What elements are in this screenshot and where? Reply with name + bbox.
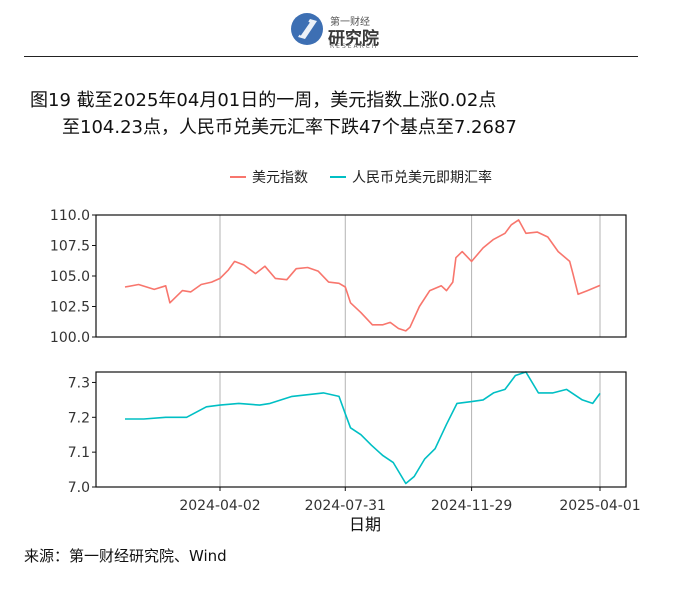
- y-tick-label: 110.0: [50, 208, 90, 224]
- y-tick-label: 105.0: [50, 269, 90, 285]
- y-tick-label: 7.0: [68, 480, 90, 496]
- header-divider: [24, 56, 638, 57]
- legend: 美元指数 人民币兑美元即期汇率: [230, 169, 492, 186]
- logo: 第一财经 研究院 RESEARCH: [290, 10, 400, 50]
- x-tick-label: 2024-07-31: [305, 498, 386, 514]
- logo-top-text: 第一财经: [330, 17, 370, 28]
- x-axis-label: 日期: [349, 515, 381, 534]
- figure-title-line-2: 至104.23点，人民币兑美元汇率下跌47个基点至7.2687: [62, 117, 517, 138]
- logo-emblem-icon: [291, 13, 323, 45]
- y-tick-label: 7.2: [68, 410, 90, 426]
- cny-rate-panel: 7.0 7.1 7.2 7.3: [68, 371, 627, 496]
- legend-label-usd: 美元指数: [252, 170, 308, 186]
- x-tick-label: 2024-11-29: [431, 498, 512, 514]
- panel-frame-1: [95, 371, 627, 488]
- figure-title-line-1: 图19 截至2025年04月01日的一周，美元指数上涨0.02点: [30, 90, 497, 111]
- legend-label-cny: 人民币兑美元即期汇率: [352, 169, 492, 186]
- x-tick-label: 2024-04-02: [179, 498, 260, 514]
- series-line-0: [124, 219, 601, 332]
- logo-sub-text: RESEARCH: [330, 43, 379, 50]
- x-axis: 2024-04-02 2024-07-31 2024-11-29 2025-04-01: [179, 487, 641, 514]
- logo-main-text: 研究院: [328, 29, 379, 49]
- y-tick-label: 102.5: [50, 300, 90, 316]
- x-tick-label: 2025-04-01: [559, 498, 640, 514]
- panel-frame-0: [95, 214, 627, 338]
- y-tick-label: 7.1: [68, 445, 90, 461]
- y-tick-label: 7.3: [68, 375, 90, 391]
- source-note: 来源：第一财经研究院、Wind: [24, 547, 227, 565]
- series-line-1: [125, 371, 601, 485]
- usd-index-panel: 100.0 102.5 105.0 107.5 110.0: [50, 208, 627, 346]
- y-tick-label: 107.5: [50, 239, 90, 255]
- y-tick-label: 100.0: [50, 330, 90, 346]
